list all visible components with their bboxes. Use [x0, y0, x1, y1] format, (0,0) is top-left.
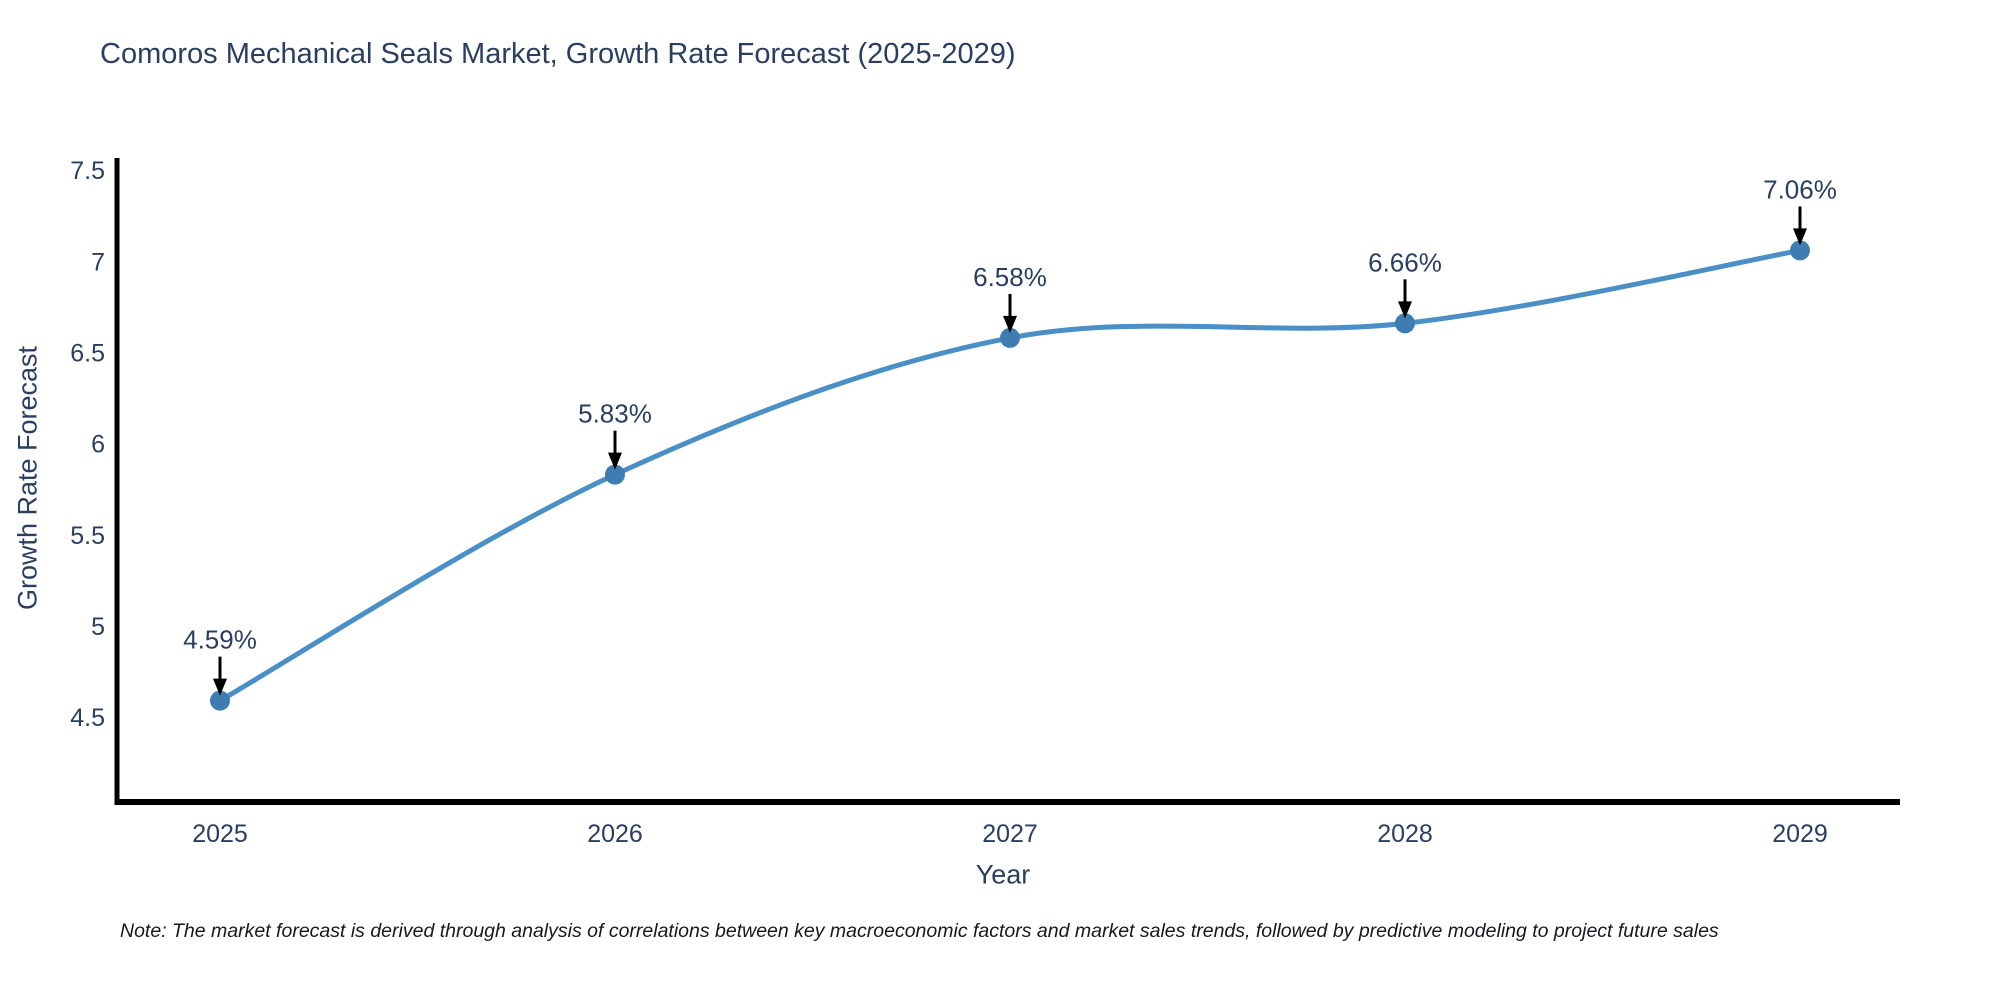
x-tick-label: 2028	[1377, 820, 1433, 848]
data-point-marker	[1000, 327, 1020, 348]
chart-title: Comoros Mechanical Seals Market, Growth …	[100, 38, 1016, 70]
point-annotation-label: 4.59%	[183, 625, 257, 655]
point-annotation-label: 6.66%	[1368, 247, 1442, 277]
y-tick-label: 6	[91, 431, 105, 459]
y-tick-label: 6.5	[70, 339, 105, 367]
y-tick-label: 5.5	[70, 522, 105, 550]
annotation-arrow-head	[213, 678, 227, 696]
x-tick-label: 2026	[587, 820, 643, 848]
y-tick-label: 7	[91, 248, 105, 276]
annotation-arrow-head	[1793, 228, 1807, 246]
annotation-arrow-head	[608, 452, 622, 470]
chart-footnote: Note: The market forecast is derived thr…	[120, 920, 1719, 942]
data-point-marker	[210, 690, 230, 711]
y-tick-label: 5	[91, 613, 105, 641]
data-point-marker	[1395, 313, 1415, 334]
x-axis-title: Year	[975, 859, 1031, 890]
y-tick-label: 7.5	[70, 157, 105, 185]
point-annotation-label: 6.58%	[973, 262, 1047, 292]
data-point-marker	[605, 464, 625, 485]
x-tick-label: 2027	[982, 820, 1038, 848]
point-annotation-label: 5.83%	[578, 399, 652, 429]
point-annotation-label: 7.06%	[1763, 174, 1837, 204]
annotation-arrow-head	[1003, 315, 1017, 333]
annotation-arrow-head	[1398, 301, 1412, 319]
y-tick-label: 4.5	[70, 704, 105, 732]
x-tick-label: 2029	[1772, 820, 1828, 848]
x-tick-label: 2025	[192, 820, 248, 848]
data-point-marker	[1790, 240, 1810, 261]
